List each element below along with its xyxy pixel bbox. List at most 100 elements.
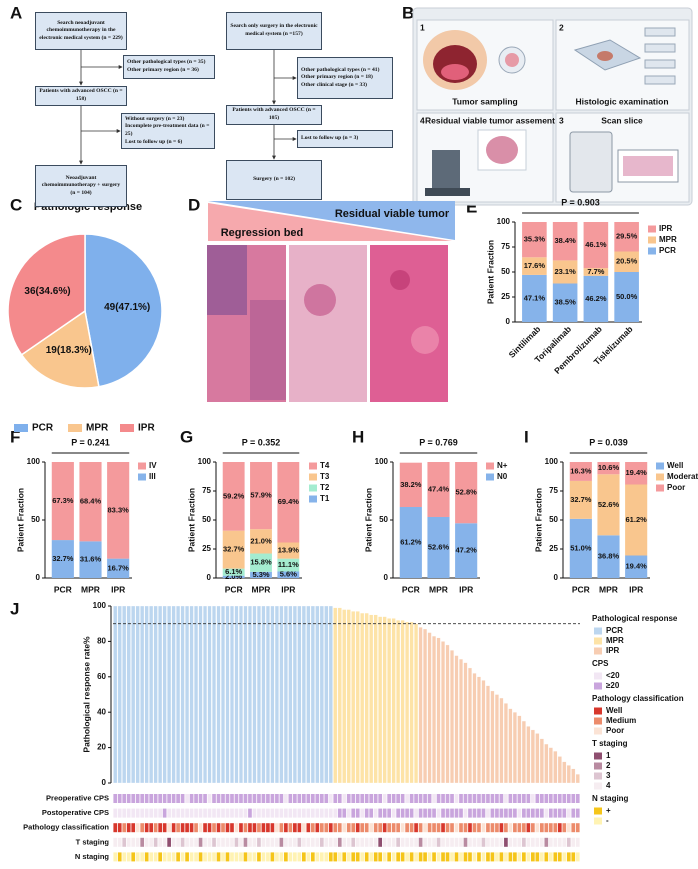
y-tick-label: 0 [554,573,559,582]
track-cell [207,837,212,847]
bar [423,628,428,784]
track-cell [194,837,198,847]
track-cell [239,808,243,818]
track-cell [167,794,171,803]
value-label: 46.1% [585,240,607,249]
track-cell [409,808,414,818]
legend-label: + [606,806,611,815]
bar [189,605,194,784]
track-cell [230,808,234,818]
track-cell [418,837,423,847]
flow-box: Search neoadjuvant chemoimmunotherapy in… [35,12,127,50]
track-cell [293,837,297,847]
track-cell [566,808,571,818]
track-cell [548,794,553,803]
track-cell [131,808,136,818]
track-cell [360,808,365,818]
track-cell [212,808,216,818]
bar-segment [583,275,609,322]
track-cell [239,823,243,833]
y-tick-label: 0 [384,573,389,582]
value-label: 19(18.3%) [46,345,92,356]
track-cell [566,823,571,833]
track-cell [526,808,531,818]
track-cell [135,794,140,803]
x-tick-label: PCR [54,584,72,594]
track-cell [445,808,450,818]
track-cell [459,808,463,818]
bar [328,605,333,784]
track-cell [167,837,171,847]
track-cell [513,808,517,818]
step-label: Histologic examination [575,96,668,106]
track-cell [477,852,481,862]
track-cell [539,837,544,847]
legend-label: Well [667,461,683,470]
bar [373,614,378,784]
bar [517,715,522,784]
track-cell [135,808,140,818]
track-cell [297,794,302,803]
legend-swatch [656,462,664,470]
track-cell [207,852,212,862]
track-cell [535,837,540,847]
track-cell [248,852,252,862]
track-cell [149,794,154,803]
track-cell [279,794,284,803]
value-label: 38.4% [554,236,576,245]
track-cell [355,837,360,847]
bar [297,605,302,784]
bar [333,607,338,784]
track-cell [531,808,535,818]
track-cell [504,808,508,818]
track-cell [189,794,194,803]
track-cell [535,794,540,803]
bar [490,690,495,784]
bar [212,605,217,784]
track-cell [513,823,517,833]
track-cell [113,852,118,862]
y-tick-label: 100 [27,457,41,466]
track-cell [176,823,180,833]
track-cell [459,823,463,833]
track-cell [495,852,499,862]
track-cell [472,823,477,833]
legend-label: Poor [606,726,624,735]
track-cell [144,852,149,862]
bar [337,607,342,784]
track-cell [328,852,333,862]
track-cell [360,823,365,833]
value-label: 61.2% [400,537,422,546]
track-cell [252,794,257,803]
track-cell [571,837,576,847]
track-cell [508,808,513,818]
legend-swatch [594,647,602,655]
bar-segment [250,571,272,578]
track-label: Pathology classification [23,823,109,832]
track-cell [445,837,450,847]
track-cell [342,852,347,862]
track-cell [342,808,347,818]
track-cell [468,837,472,847]
track-cell [454,837,459,847]
track-cell [266,837,270,847]
track-cell [122,823,127,833]
track-cell [535,852,540,862]
panel-label: C [10,195,22,214]
bar [436,637,441,784]
track-cell [221,823,225,833]
panel-label: G [180,427,193,446]
track-cell [427,852,432,862]
legend-label: T1 [320,494,330,503]
track-cell [445,794,450,803]
track-cell [400,837,405,847]
track-cell [423,852,427,862]
legend-swatch [309,484,317,492]
track-cell [499,852,504,862]
value-label: 35.3% [524,235,546,244]
bar [557,756,562,784]
bar-segment [455,462,478,524]
track-cell [122,794,127,803]
bar [207,605,212,784]
legend-swatch [138,473,146,481]
